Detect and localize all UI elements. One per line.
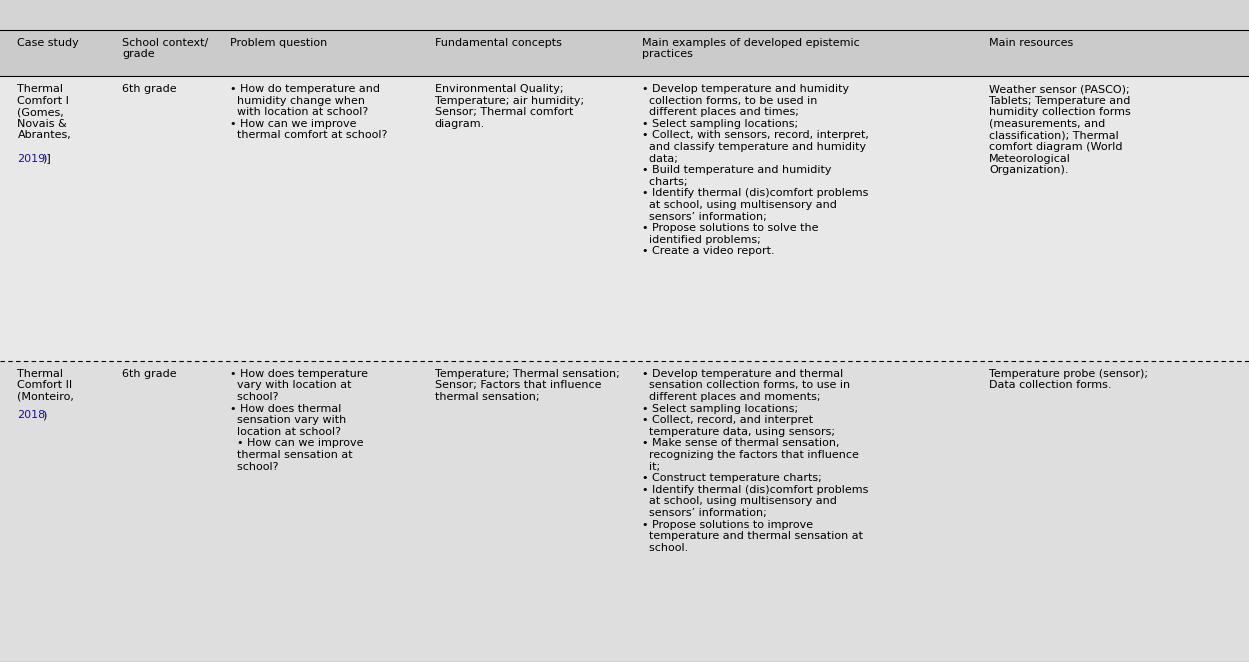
Text: 2019: 2019 xyxy=(17,154,46,164)
Text: Main resources: Main resources xyxy=(989,38,1073,48)
Text: 2018: 2018 xyxy=(17,410,46,420)
Text: • How do temperature and
  humidity change when
  with location at school?
• How: • How do temperature and humidity change… xyxy=(230,84,387,140)
Text: Thermal
Comfort II
(Monteiro,: Thermal Comfort II (Monteiro, xyxy=(17,369,75,402)
Text: Case study: Case study xyxy=(17,38,79,48)
Text: Temperature probe (sensor);
Data collection forms.: Temperature probe (sensor); Data collect… xyxy=(989,369,1148,391)
Text: 6th grade: 6th grade xyxy=(122,369,177,379)
Text: • Develop temperature and humidity
  collection forms, to be used in
  different: • Develop temperature and humidity colle… xyxy=(642,84,869,256)
Text: Problem question: Problem question xyxy=(230,38,327,48)
Bar xyxy=(0,361,1249,662)
Text: Temperature; Thermal sensation;
Sensor; Factors that influence
thermal sensation: Temperature; Thermal sensation; Sensor; … xyxy=(435,369,620,402)
Text: Environmental Quality;
Temperature; air humidity;
Sensor; Thermal comfort
diagra: Environmental Quality; Temperature; air … xyxy=(435,84,583,129)
Text: Fundamental concepts: Fundamental concepts xyxy=(435,38,562,48)
Bar xyxy=(0,30,1249,76)
Text: )]: )] xyxy=(42,154,51,164)
Text: Weather sensor (PASCO);
Tablets; Temperature and
humidity collection forms
(meas: Weather sensor (PASCO); Tablets; Tempera… xyxy=(989,84,1130,175)
Text: Main examples of developed epistemic
practices: Main examples of developed epistemic pra… xyxy=(642,38,859,60)
Bar xyxy=(0,76,1249,361)
Text: Thermal
Comfort I
(Gomes,
Novais &
Abrantes,: Thermal Comfort I (Gomes, Novais & Abran… xyxy=(17,84,71,140)
Text: ): ) xyxy=(42,410,46,420)
Text: • Develop temperature and thermal
  sensation collection forms, to use in
  diff: • Develop temperature and thermal sensat… xyxy=(642,369,868,553)
Text: School context/
grade: School context/ grade xyxy=(122,38,209,60)
Text: • How does temperature
  vary with location at
  school?
• How does thermal
  se: • How does temperature vary with locatio… xyxy=(230,369,367,471)
Text: 6th grade: 6th grade xyxy=(122,84,177,94)
